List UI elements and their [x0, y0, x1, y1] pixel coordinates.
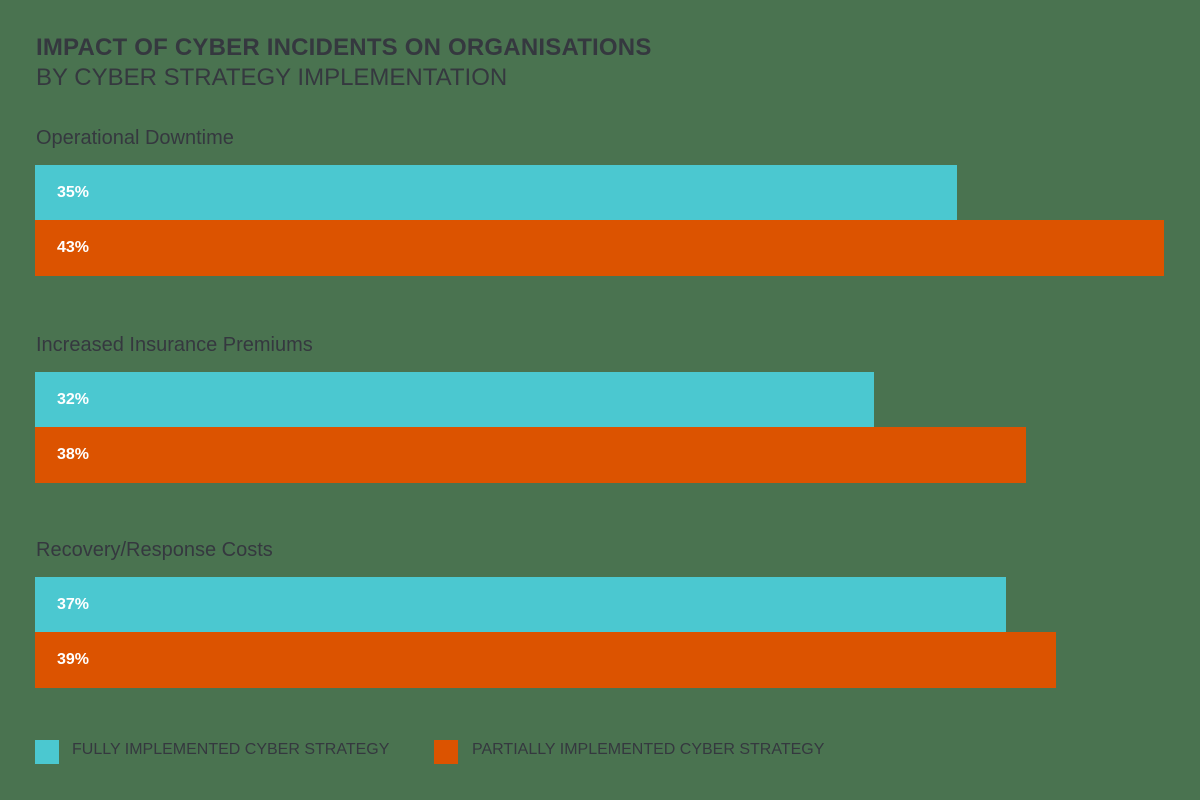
bar-value: 43%: [57, 239, 90, 256]
bar-fully-insurance-premiums: 32%: [35, 372, 874, 428]
group-label-recovery-costs: Recovery/Response Costs: [36, 539, 273, 561]
bar-value: 39%: [57, 651, 90, 668]
legend-swatch-fully: [35, 740, 59, 764]
bar-fully-operational-downtime: 35%: [35, 165, 957, 221]
group-label-insurance-premiums: Increased Insurance Premiums: [36, 334, 313, 356]
chart-title: IMPACT OF CYBER INCIDENTS ON ORGANISATIO…: [36, 34, 652, 61]
legend-label-fully: FULLY IMPLEMENTED CYBER STRATEGY: [72, 741, 390, 758]
bar-value: 38%: [57, 446, 90, 463]
bar-value: 32%: [57, 391, 90, 408]
legend-swatch-partially: [434, 740, 458, 764]
legend-label-partially: PARTIALLY IMPLEMENTED CYBER STRATEGY: [472, 741, 825, 758]
group-label-operational-downtime: Operational Downtime: [36, 127, 234, 149]
bar-partially-operational-downtime: 43%: [35, 220, 1164, 276]
bar-partially-recovery-costs: 39%: [35, 632, 1056, 688]
bar-partially-insurance-premiums: 38%: [35, 427, 1026, 483]
bar-value: 35%: [57, 184, 90, 201]
chart-subtitle: BY CYBER STRATEGY IMPLEMENTATION: [36, 64, 508, 91]
bar-value: 37%: [57, 596, 90, 613]
bar-fully-recovery-costs: 37%: [35, 577, 1006, 633]
